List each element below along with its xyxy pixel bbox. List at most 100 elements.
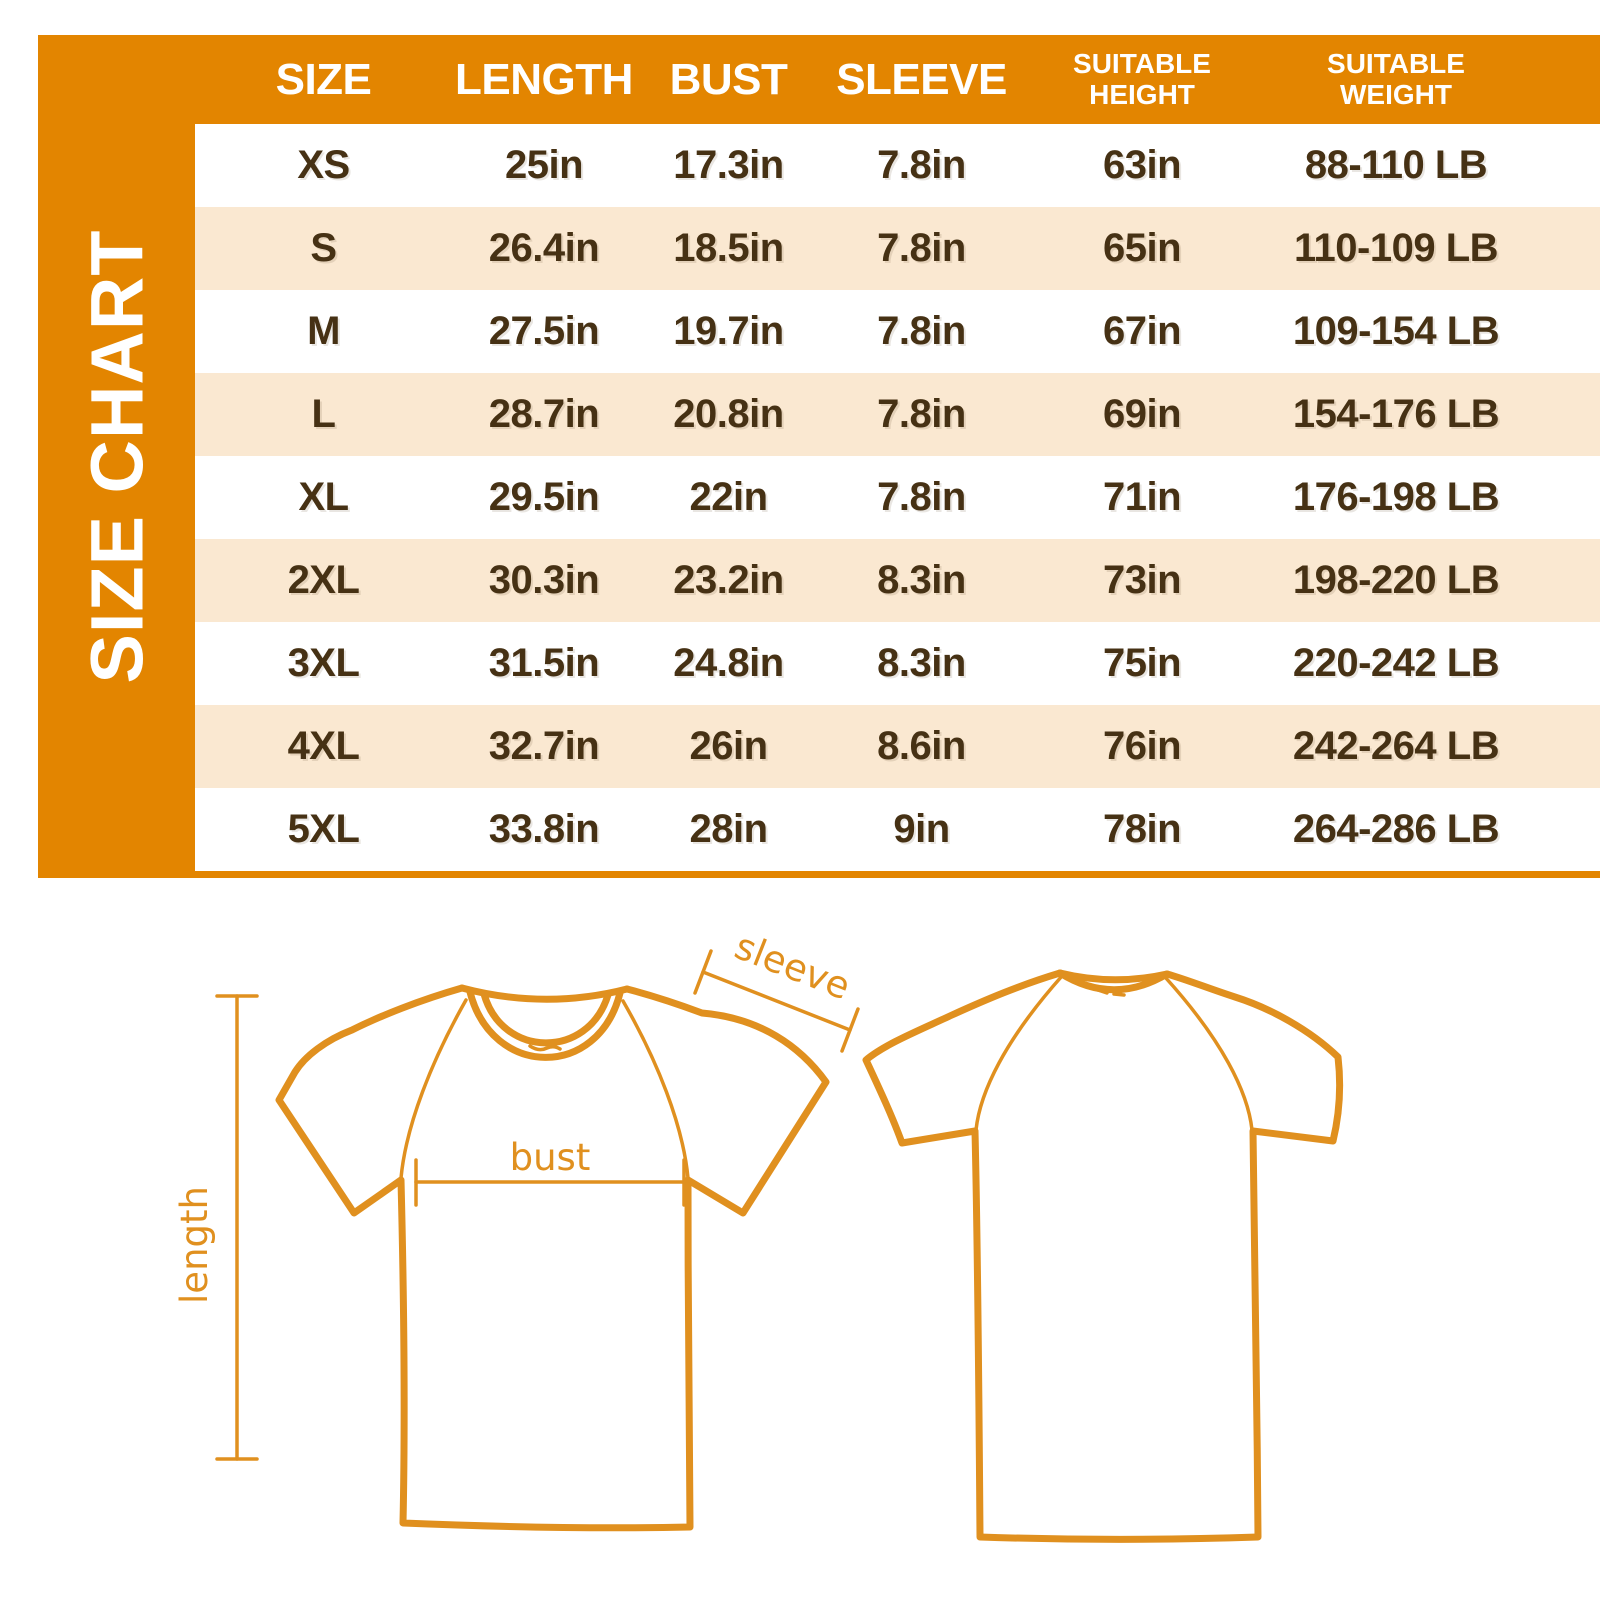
table-row-5xl: 5XL 33.8in 28in 9in 78in 264-286 LB: [195, 788, 1600, 871]
length-cell: 33.8in: [488, 807, 600, 851]
table-row-xl: XL 29.5in 22in 7.8in 71in 176-198 LB: [195, 456, 1600, 539]
sleeve-cell: 8.6in: [877, 724, 966, 768]
weight-cell: 154-176 LB: [1292, 392, 1500, 436]
front-shirt-outline: [275, 984, 830, 1532]
header-size-label: SIZE: [275, 54, 372, 104]
table-row-s: S 26.4in 18.5in 7.8in 65in 110-109 LB: [195, 207, 1600, 290]
back-left-seam: [974, 974, 1064, 1132]
size-cell: M: [307, 309, 340, 353]
length-cell: 27.5in: [488, 309, 600, 353]
back-shirt-outline: [862, 969, 1344, 1543]
length-cell: 32.7in: [488, 724, 600, 768]
weight-cell: 220-242 LB: [1292, 641, 1500, 685]
weight-cell: 109-154 LB: [1292, 309, 1500, 353]
sleeve-cell: 7.8in: [877, 226, 966, 270]
bust-cell: 20.8in: [673, 392, 784, 436]
size-cell: 3XL: [287, 641, 360, 685]
bust-cell: 24.8in: [673, 641, 784, 685]
weight-cell: 242-264 LB: [1292, 724, 1500, 768]
header-suitable-weight-line1: SUITABLE: [1327, 47, 1465, 79]
sleeve-label: sleeve: [729, 924, 856, 1008]
table-row-2xl: 2XL 30.3in 23.2in 8.3in 73in 198-220 LB: [195, 539, 1600, 622]
height-cell: 76in: [1102, 724, 1182, 768]
size-cell: 4XL: [287, 724, 360, 768]
height-cell: 63in: [1102, 143, 1182, 187]
sleeve-cell: 7.8in: [877, 309, 966, 353]
header-suitable-weight: SUITABLE WEIGHT: [1262, 47, 1600, 111]
length-cell: 25in: [504, 143, 584, 187]
height-cell: 69in: [1102, 392, 1182, 436]
sleeve-measure-tick-start: [693, 949, 713, 995]
table-title-sidebar: SIZE CHART: [38, 35, 195, 878]
height-cell: 75in: [1102, 641, 1182, 685]
size-cell: L: [311, 392, 336, 436]
size-cell: XS: [297, 143, 350, 187]
length-cell: 30.3in: [488, 558, 600, 602]
header-length: LENGTH: [452, 54, 636, 104]
header-bust: BUST: [636, 54, 821, 104]
size-cell: 5XL: [287, 807, 360, 851]
sleeve-measure-tick-end: [840, 1007, 860, 1053]
length-label: length: [173, 1186, 216, 1304]
bust-label: bust: [510, 1136, 591, 1179]
table-main: SIZE LENGTH BUST SLEEVE SUITABLE HEIGHT …: [195, 35, 1600, 878]
height-cell: 65in: [1102, 226, 1182, 270]
bust-cell: 17.3in: [673, 143, 784, 187]
back-collar-band: [1056, 969, 1171, 994]
table-row-xs: XS 25in 17.3in 7.8in 63in 88-110 LB: [195, 124, 1600, 207]
weight-cell: 88-110 LB: [1304, 143, 1488, 187]
height-cell: 71in: [1102, 475, 1182, 519]
table-row-4xl: 4XL 32.7in 26in 8.6in 76in 242-264 LB: [195, 705, 1600, 788]
header-sleeve: SLEEVE: [821, 54, 1022, 104]
header-suitable-height-line2: HEIGHT: [1089, 78, 1195, 110]
length-cell: 26.4in: [488, 226, 600, 270]
header-size: SIZE: [195, 54, 452, 104]
size-cell: 2XL: [287, 558, 360, 602]
header-length-label: LENGTH: [455, 54, 633, 104]
weight-cell: 176-198 LB: [1292, 475, 1500, 519]
bust-cell: 28in: [689, 807, 768, 851]
table-row-l: L 28.7in 20.8in 7.8in 69in 154-176 LB: [195, 373, 1600, 456]
height-cell: 78in: [1102, 807, 1182, 851]
header-suitable-height: SUITABLE HEIGHT: [1022, 47, 1262, 111]
sleeve-cell: 8.3in: [877, 558, 966, 602]
sleeve-cell: 7.8in: [877, 392, 966, 436]
length-cell: 31.5in: [488, 641, 600, 685]
weight-cell: 264-286 LB: [1292, 807, 1500, 851]
back-right-seam: [1163, 975, 1254, 1132]
sleeve-cell: 7.8in: [877, 475, 966, 519]
front-collar-stitch: [528, 1044, 562, 1052]
front-collar-outer: [466, 988, 624, 1061]
height-cell: 73in: [1102, 558, 1182, 602]
size-table: SIZE CHART SIZE LENGTH BUST SLEEVE SUITA…: [38, 35, 1600, 878]
weight-cell: 110-109 LB: [1293, 226, 1499, 270]
table-row-3xl: 3XL 31.5in 24.8in 8.3in 75in 220-242 LB: [195, 622, 1600, 705]
header-sleeve-label: SLEEVE: [836, 54, 1007, 104]
bust-cell: 26in: [689, 724, 768, 768]
table-title: SIZE CHART: [75, 229, 158, 684]
front-left-seam: [399, 998, 468, 1180]
front-right-seam: [621, 999, 690, 1180]
bust-cell: 23.2in: [673, 558, 784, 602]
table-row-m: M 27.5in 19.7in 7.8in 67in 109-154 LB: [195, 290, 1600, 373]
bust-cell: 19.7in: [673, 309, 784, 353]
sleeve-cell: 9in: [893, 807, 950, 851]
bust-cell: 22in: [689, 475, 768, 519]
table-header-row: SIZE LENGTH BUST SLEEVE SUITABLE HEIGHT …: [195, 35, 1600, 124]
height-cell: 67in: [1102, 309, 1182, 353]
weight-cell: 198-220 LB: [1292, 558, 1500, 602]
sleeve-cell: 7.8in: [877, 143, 966, 187]
table-rows: XS 25in 17.3in 7.8in 63in 88-110 LB S 26…: [195, 124, 1600, 878]
header-suitable-weight-line2: WEIGHT: [1340, 78, 1452, 110]
size-cell: S: [310, 226, 337, 270]
length-cell: 29.5in: [488, 475, 600, 519]
size-cell: XL: [298, 475, 349, 519]
sleeve-measure-line: [701, 970, 852, 1032]
back-collar-stitch: [1096, 988, 1126, 997]
front-collar-inner: [480, 990, 612, 1047]
length-cell: 28.7in: [488, 392, 600, 436]
header-suitable-height-line1: SUITABLE: [1073, 47, 1211, 79]
measurement-diagram: length bust sleeve: [173, 924, 1344, 1543]
header-bust-label: BUST: [669, 54, 788, 104]
